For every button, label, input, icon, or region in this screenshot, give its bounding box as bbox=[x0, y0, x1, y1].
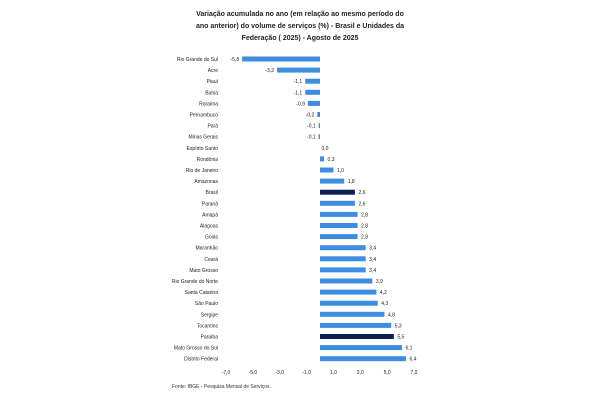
bar bbox=[320, 200, 355, 206]
bar bbox=[320, 156, 325, 162]
value-label: 6,4 bbox=[409, 357, 416, 363]
category-label: Bahia bbox=[205, 90, 218, 96]
source-note: Fonte: IBGE - Pesquisa Mensal de Serviço… bbox=[172, 384, 271, 390]
bar bbox=[320, 211, 358, 217]
x-tick-label: 5,0 bbox=[384, 370, 391, 376]
category-label: Piauí bbox=[207, 79, 219, 85]
bar bbox=[320, 322, 392, 328]
category-label: Pernambuco bbox=[190, 113, 219, 119]
value-label: 5,5 bbox=[397, 335, 404, 341]
x-tick-label: 3,0 bbox=[357, 370, 364, 376]
bar bbox=[320, 300, 378, 306]
bar bbox=[320, 311, 385, 317]
bar bbox=[305, 89, 320, 95]
bar bbox=[318, 123, 320, 129]
category-label: Goiás bbox=[205, 235, 219, 241]
value-label: 3,4 bbox=[369, 268, 376, 274]
value-label: -1,1 bbox=[294, 79, 303, 85]
x-tick-label: 1,0 bbox=[330, 370, 337, 376]
value-label: 3,9 bbox=[376, 279, 383, 285]
bar bbox=[320, 178, 345, 184]
value-label: -0,1 bbox=[307, 135, 316, 141]
category-label: São Paulo bbox=[195, 301, 218, 307]
value-label: 1,0 bbox=[337, 168, 344, 174]
category-label: Brasil bbox=[205, 190, 218, 196]
bar bbox=[277, 67, 320, 73]
x-tick-label: -7,0 bbox=[222, 370, 231, 376]
bar bbox=[320, 234, 358, 240]
category-label: Sergipe bbox=[201, 312, 218, 318]
category-label: Amazonas bbox=[194, 179, 218, 185]
category-label: Paraíba bbox=[200, 335, 218, 341]
category-label: Mato Grosso do Sul bbox=[174, 346, 218, 352]
category-label: Pará bbox=[207, 124, 218, 130]
bar bbox=[320, 278, 373, 284]
value-label: -5,8 bbox=[230, 57, 239, 63]
value-label: 2,6 bbox=[358, 190, 365, 196]
value-label: 3,4 bbox=[369, 246, 376, 252]
bar bbox=[242, 56, 320, 62]
category-label: Distrito Federal bbox=[184, 357, 218, 363]
bar bbox=[320, 289, 377, 295]
value-label: -0,2 bbox=[306, 113, 315, 119]
value-label: -3,2 bbox=[265, 68, 274, 74]
bar bbox=[317, 112, 320, 117]
x-tick-label: -3,0 bbox=[275, 370, 284, 376]
bar bbox=[305, 78, 320, 84]
category-label: Acre bbox=[208, 68, 219, 74]
category-label: Rondônia bbox=[197, 157, 219, 163]
chart-title-line: Variação acumulada no ano (em relação ao… bbox=[196, 11, 404, 18]
x-tick-label: -1,0 bbox=[302, 370, 311, 376]
value-label: 2,6 bbox=[358, 201, 365, 207]
chart-title: Variação acumulada no ano (em relação ao… bbox=[150, 9, 450, 45]
value-label: -0,9 bbox=[296, 101, 305, 107]
bar bbox=[320, 356, 406, 362]
x-tick-label: -5,0 bbox=[249, 370, 258, 376]
bar bbox=[320, 345, 402, 351]
bar bbox=[320, 256, 366, 262]
category-label: Ceará bbox=[204, 257, 218, 263]
value-label: 6,1 bbox=[405, 346, 412, 352]
bar bbox=[320, 245, 366, 251]
value-label: 2,8 bbox=[361, 235, 368, 241]
value-label: 4,3 bbox=[381, 301, 388, 307]
category-label: Alagoas bbox=[200, 224, 219, 230]
category-label: Rio de Janeiro bbox=[186, 168, 218, 174]
category-label: Santa Catarina bbox=[185, 290, 219, 296]
category-label: Minas Gerais bbox=[189, 135, 219, 141]
value-label: 2,8 bbox=[361, 212, 368, 218]
category-label: Mato Grosso bbox=[189, 268, 218, 274]
value-label: 4,8 bbox=[388, 312, 395, 318]
value-label: -0,1 bbox=[307, 124, 316, 130]
bar bbox=[320, 189, 355, 195]
chart-title-line: Federação ( 2025) - Agosto de 2025 bbox=[241, 35, 359, 42]
category-label: Paraná bbox=[202, 201, 218, 207]
value-label: 0,3 bbox=[328, 157, 335, 163]
value-label: 1,8 bbox=[348, 179, 355, 185]
bar bbox=[320, 167, 334, 173]
value-label: -1,1 bbox=[294, 90, 303, 96]
bar bbox=[318, 134, 320, 140]
bar bbox=[320, 223, 358, 228]
bar bbox=[320, 267, 366, 273]
value-label: 0,0 bbox=[322, 146, 329, 152]
bar bbox=[307, 100, 320, 106]
value-label: 5,3 bbox=[395, 323, 402, 329]
value-label: 4,2 bbox=[380, 290, 387, 296]
category-label: Rio Grande do Norte bbox=[172, 279, 218, 285]
bar bbox=[320, 334, 394, 339]
category-label: Rio Grande do Sul bbox=[177, 57, 218, 63]
chart-title-line: ano anterior) do volume de serviços (%) … bbox=[195, 23, 405, 30]
category-label: Maranhão bbox=[195, 246, 218, 252]
value-label: 2,8 bbox=[361, 224, 368, 230]
category-label: Amapá bbox=[202, 212, 218, 218]
x-tick-label: 7,0 bbox=[411, 370, 418, 376]
category-label: Espírito Santo bbox=[187, 146, 219, 152]
category-label: Tocantins bbox=[197, 323, 219, 329]
category-label: Roraima bbox=[199, 101, 218, 107]
value-label: 3,4 bbox=[369, 257, 376, 263]
